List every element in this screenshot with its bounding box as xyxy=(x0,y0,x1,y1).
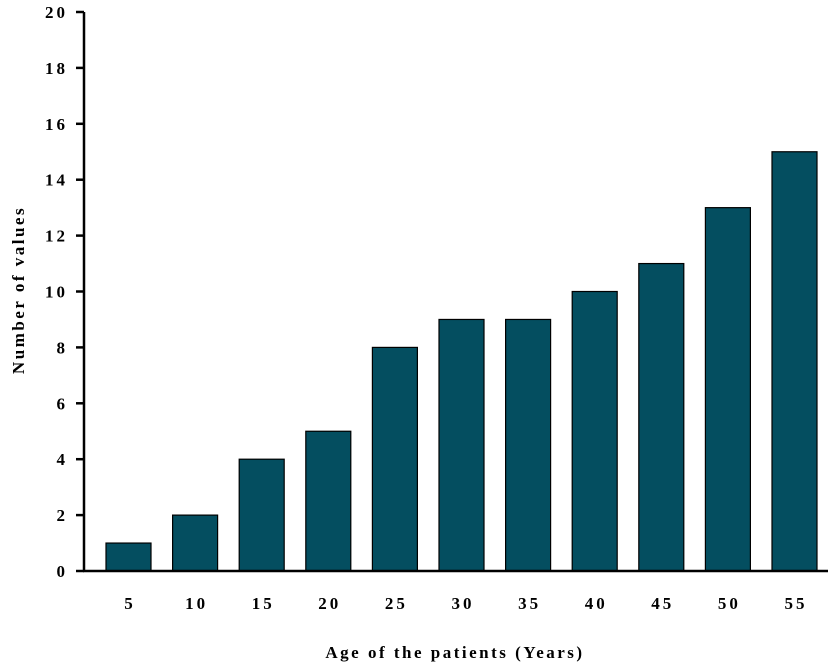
bar xyxy=(505,318,552,572)
x-tick-label: 25 xyxy=(385,594,408,613)
bar xyxy=(771,151,818,572)
x-axis-title: Age of the patients (Years) xyxy=(325,643,584,662)
y-axis-ticks xyxy=(76,10,84,573)
y-tick-label: 8 xyxy=(57,338,69,357)
x-tick-label: 20 xyxy=(318,594,341,613)
bar xyxy=(704,207,752,572)
x-tick-label: 5 xyxy=(124,594,136,613)
x-tick-label: 45 xyxy=(651,594,674,613)
y-tick-label: 0 xyxy=(57,562,69,581)
y-tick-label: 2 xyxy=(57,506,69,525)
y-tick-label: 14 xyxy=(45,171,68,190)
y-tick-label: 12 xyxy=(45,227,68,246)
y-tick-labels: 0 2 4 6 8 10 12 14 16 18 20 xyxy=(45,3,69,581)
y-tick-label: 16 xyxy=(45,115,68,134)
y-tick-label: 20 xyxy=(45,3,68,22)
y-tick-label: 6 xyxy=(57,394,69,413)
x-tick-label: 40 xyxy=(585,594,608,613)
y-tick-label: 18 xyxy=(45,59,68,78)
bar xyxy=(305,430,352,572)
y-tick-label: 4 xyxy=(57,450,69,469)
x-tick-label: 15 xyxy=(252,594,275,613)
bars xyxy=(105,151,818,572)
bar xyxy=(371,346,418,572)
x-tick-labels: 5 10 15 20 25 30 35 40 45 50 55 xyxy=(124,594,808,613)
bar xyxy=(105,542,152,572)
bar xyxy=(172,514,219,572)
bar xyxy=(638,262,685,572)
y-axis-title: Number of values xyxy=(9,206,28,374)
x-tick-label: 50 xyxy=(718,594,741,613)
bar xyxy=(438,318,485,572)
x-tick-label: 35 xyxy=(518,594,541,613)
bar xyxy=(238,458,285,572)
bar xyxy=(571,290,618,572)
x-tick-label: 30 xyxy=(452,594,475,613)
y-tick-label: 10 xyxy=(45,283,68,302)
x-tick-label: 55 xyxy=(785,594,808,613)
x-tick-label: 10 xyxy=(185,594,208,613)
